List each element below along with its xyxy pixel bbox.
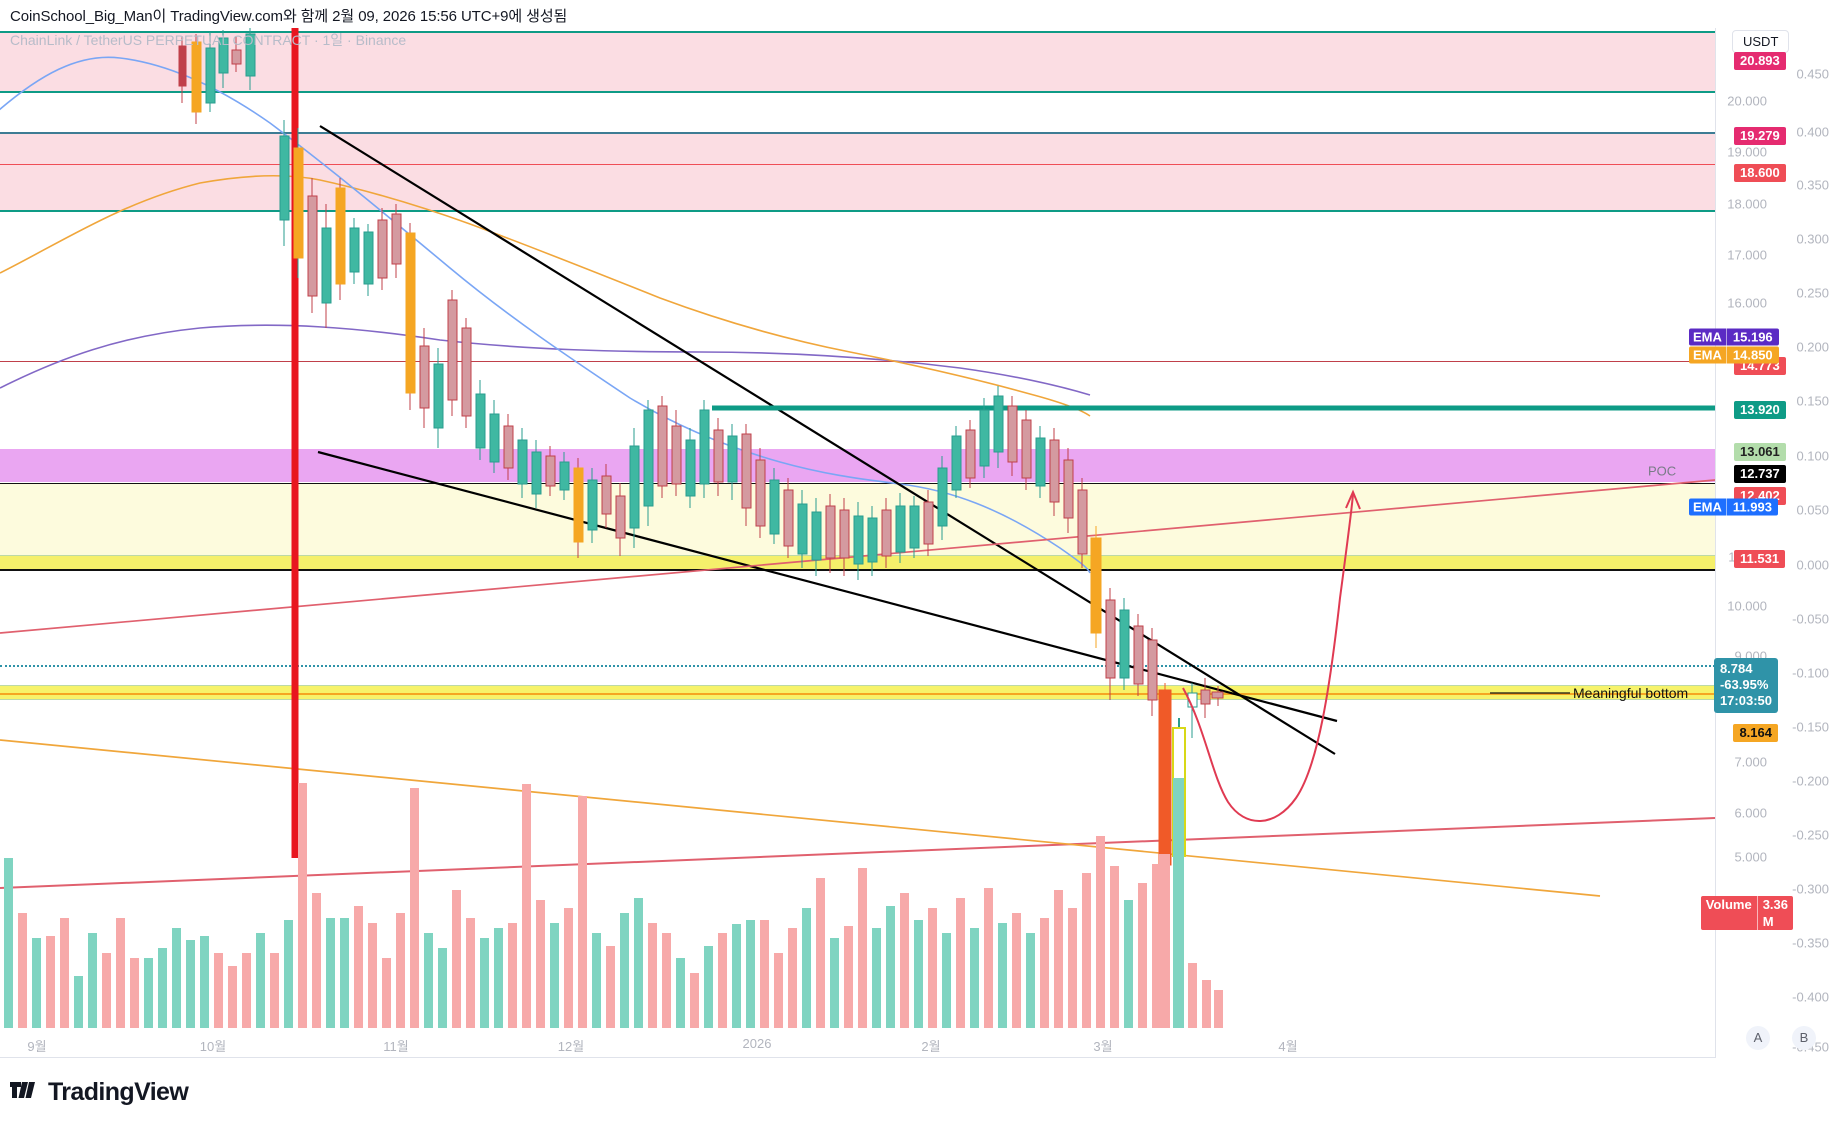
price-tick: 18.000 — [1727, 196, 1767, 212]
percent-tick: -0.050 — [1792, 611, 1829, 627]
attribution-text: CoinSchool_Big_Man이 TradingView.com와 함께 … — [10, 8, 568, 25]
poc-label: POC — [1648, 463, 1677, 479]
descending-trendline-mid — [317, 450, 1338, 723]
volume-bars — [4, 778, 1223, 1028]
descending-trendline-upper — [319, 125, 1336, 755]
percent-tick: 0.350 — [1796, 177, 1829, 193]
percent-tick: 0.050 — [1796, 502, 1829, 518]
volume-legend-tag: Volume 3.36 M — [1700, 896, 1793, 930]
price-tag: 11.531 — [1734, 550, 1786, 568]
price-tag: 19.279 — [1734, 127, 1786, 145]
descending-orange-line — [0, 739, 1601, 897]
price-tick: 5.000 — [1734, 849, 1767, 865]
footer: TradingView — [10, 1078, 189, 1107]
percent-tick: -0.350 — [1792, 935, 1829, 951]
meaningful-bottom-label: Meaningful bottom — [1573, 685, 1689, 701]
percent-tick: -0.300 — [1792, 881, 1829, 897]
tradingview-logo-icon — [10, 1079, 40, 1106]
chart-plot-area[interactable]: ChainLink / TetherUS PERPETUAL CONTRACT … — [0, 28, 1715, 1028]
percent-tick: 0.250 — [1796, 285, 1829, 301]
indicator-tag-ema-slow: EMA 15.196 — [1689, 328, 1779, 346]
price-tick: 19.000 — [1727, 144, 1767, 160]
price-tick: 6.000 — [1734, 805, 1767, 821]
scale-toggle-b[interactable]: B — [1792, 1026, 1816, 1050]
time-tick: 10월 — [199, 1039, 227, 1054]
percent-tick: 0.150 — [1796, 393, 1829, 409]
ema-slow-line — [0, 324, 1091, 396]
tradingview-logo-text: TradingView — [48, 1078, 189, 1106]
time-tick: 11월 — [383, 1039, 409, 1054]
percent-tick: 0.100 — [1796, 448, 1829, 464]
indicator-value: 11.993 — [1725, 498, 1778, 516]
time-tick: 9월 — [27, 1039, 47, 1054]
indicator-name: EMA — [1693, 499, 1722, 515]
percent-tick: 0.450 — [1796, 66, 1829, 82]
bar-close-countdown: 17:03:50 — [1719, 693, 1772, 708]
percent-tick: -0.100 — [1792, 665, 1829, 681]
projection-recovery-curve — [1182, 493, 1354, 822]
price-tick: 7.000 — [1734, 754, 1767, 770]
price-tag: 20.893 — [1734, 52, 1786, 70]
volume-legend-value: 3.36 M — [1756, 896, 1793, 930]
percent-axis[interactable]: 0.450 0.400 0.350 0.300 0.250 0.200 0.15… — [1760, 28, 1835, 1058]
indicator-value: 15.196 — [1725, 328, 1779, 346]
projection-arrow-icon — [1345, 489, 1361, 510]
time-tick: 2월 — [921, 1039, 941, 1054]
bottom-anchor-price-tag: 8.164 — [1733, 724, 1778, 742]
ema-mid-line — [0, 175, 1091, 417]
percent-tick: -0.150 — [1792, 719, 1829, 735]
price-tag: 13.061 — [1734, 443, 1786, 461]
price-tick: 10.000 — [1727, 598, 1767, 614]
current-price-value: 8.784 — [1719, 661, 1753, 676]
price-tick: 17.000 — [1727, 247, 1767, 263]
current-price-badge[interactable]: 8.784 -63.95% 17:03:50 — [1713, 658, 1778, 713]
candlestick-series — [178, 28, 1224, 873]
percent-tick: -0.200 — [1792, 773, 1829, 789]
price-axis[interactable]: 20.000 19.000 18.000 17.000 16.000 11.00… — [1689, 28, 1835, 1058]
time-axis[interactable]: 9월 10월 11월 12월 2026 2월 3월 4월 — [0, 1028, 1715, 1058]
chart-vector-layer — [0, 28, 1715, 1028]
percent-tick: 0.200 — [1796, 339, 1829, 355]
percent-tick: -0.400 — [1792, 989, 1829, 1005]
ema-fast-line — [0, 56, 1091, 574]
price-tag: 18.600 — [1734, 164, 1786, 182]
percent-tick: 0.000 — [1796, 557, 1829, 573]
chart-frame: ChainLink / TetherUS PERPETUAL CONTRACT … — [0, 28, 1835, 1058]
indicator-value: 14.850 — [1725, 346, 1779, 364]
symbol-watermark-label: ChainLink / TetherUS PERPETUAL CONTRACT … — [10, 32, 407, 48]
price-tick: 16.000 — [1727, 295, 1767, 311]
time-tick: 12월 — [557, 1039, 585, 1054]
percent-tick: -0.250 — [1792, 827, 1829, 843]
scale-toggle-a[interactable]: A — [1746, 1026, 1770, 1050]
indicator-tag-ema-mid: EMA 14.850 — [1689, 346, 1779, 364]
price-tag-poc: 12.737 — [1734, 465, 1786, 483]
time-tick: 4월 — [1278, 1039, 1298, 1054]
time-tick: 3월 — [1093, 1039, 1113, 1054]
indicator-name: EMA — [1693, 329, 1722, 345]
time-tick: 2026 — [742, 1036, 772, 1051]
volume-legend-name: Volume — [1700, 896, 1757, 930]
percent-tick: 0.300 — [1796, 231, 1829, 247]
current-price-change: -63.95% — [1719, 677, 1769, 692]
ascending-support-line-2 — [0, 817, 1715, 889]
indicator-name: EMA — [1693, 347, 1722, 363]
price-tick: 20.000 — [1727, 93, 1767, 109]
price-tag: 13.920 — [1734, 401, 1786, 419]
indicator-tag-ema-fast: EMA 11.993 — [1689, 498, 1778, 516]
descending-trendline-lower — [318, 452, 1335, 754]
percent-tick: 0.400 — [1796, 124, 1829, 140]
